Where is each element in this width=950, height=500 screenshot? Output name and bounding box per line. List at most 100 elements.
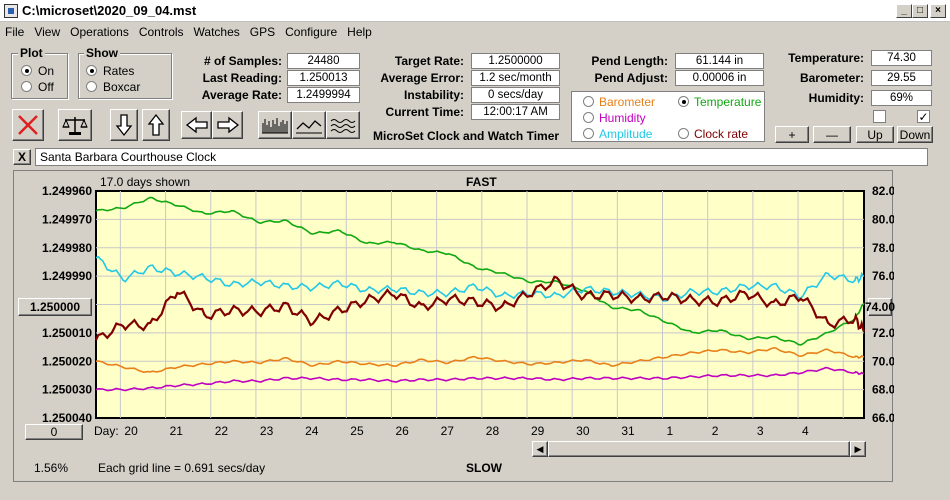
right-axis-tick: 70.00 — [872, 354, 894, 368]
show-boxcar-radio[interactable] — [86, 81, 97, 95]
option-checkbox-2[interactable]: ✓ — [917, 109, 930, 124]
decrease-button[interactable]: — — [813, 126, 851, 143]
series-line-barometer — [95, 347, 865, 374]
menu-bar: File View Operations Controls Watches GPS Conf… — [0, 22, 950, 42]
scroll-right-button[interactable] — [212, 111, 243, 139]
red-x-icon — [18, 115, 38, 135]
menu-watches[interactable]: Watches — [193, 25, 240, 39]
temperature-label: Temperature — [694, 95, 762, 109]
grid-note-label: Each grid line = 0.691 secs/day — [98, 461, 265, 475]
scroll-left-arrow[interactable]: ◀ — [532, 441, 548, 457]
increase-button[interactable]: + — [775, 126, 809, 143]
grid-lines — [96, 191, 864, 418]
watch-name-field[interactable]: Santa Barbara Courthouse Clock — [35, 148, 928, 166]
scroll-right-arrow[interactable]: ▶ — [850, 441, 866, 457]
menu-configure[interactable]: Configure — [285, 25, 338, 39]
minimize-button[interactable]: _ — [896, 4, 912, 18]
left-axis-tick: 1.250030 — [42, 383, 92, 397]
right-axis-tick: 68.00 — [872, 383, 894, 397]
arrow-left-icon — [185, 116, 208, 134]
humidity-radio[interactable] — [583, 112, 594, 126]
close-watch-button[interactable]: X — [13, 149, 31, 165]
menu-operations[interactable]: Operations — [70, 25, 129, 39]
left-axis-tick: 1.249970 — [42, 212, 92, 226]
day-tick: 2 — [712, 424, 719, 438]
scroll-up-button[interactable]: Up — [856, 126, 894, 143]
current-time-value: 12:00:17 AM — [471, 104, 560, 120]
close-window-button[interactable]: × — [930, 4, 946, 18]
day-tick: 24 — [305, 424, 319, 438]
show-group — [78, 53, 172, 99]
title-bar: C:\microset\2020_09_04.mst _ □ × — [0, 0, 950, 22]
instability-label: Instability: — [403, 88, 464, 102]
plot-on-radio[interactable] — [21, 65, 32, 79]
clock-rate-label: Clock rate — [694, 127, 749, 141]
arrow-down-icon — [115, 114, 133, 137]
plot-group-title: Plot — [18, 46, 45, 60]
barometer-reading-label: Barometer: — [799, 71, 864, 85]
maximize-button[interactable]: □ — [912, 4, 928, 18]
clock-rate-radio[interactable] — [678, 128, 689, 142]
amplitude-radio[interactable] — [583, 128, 594, 142]
line-chart-icon — [296, 120, 322, 134]
pend-length-value: 61.144 in — [675, 53, 764, 69]
day-tick: 28 — [486, 424, 500, 438]
humidity-reading-value: 69% — [871, 90, 932, 106]
day-tick: 27 — [441, 424, 455, 438]
scroll-down-button[interactable]: Down — [897, 126, 933, 143]
plot-off-radio[interactable] — [21, 81, 32, 95]
temperature-reading-value: 74.30 — [871, 50, 932, 66]
option-checkbox-1[interactable] — [873, 110, 886, 123]
menu-help[interactable]: Help — [347, 25, 372, 39]
barometer-reading-value: 29.55 — [871, 70, 932, 86]
day-tick: 1 — [667, 424, 674, 438]
last-reading-label: Last Reading: — [202, 71, 282, 85]
series-line-humidity — [95, 366, 865, 392]
wave-icon — [330, 119, 356, 133]
right-axis-tick: 82.00 — [872, 184, 894, 198]
barometer-label: Barometer — [599, 95, 656, 109]
scroll-left-button[interactable] — [181, 111, 212, 139]
left-axis-center-value[interactable]: 1.250000 — [18, 298, 92, 316]
barometer-radio[interactable] — [583, 96, 594, 110]
humidity-label: Humidity — [599, 111, 646, 125]
instability-value: 0 secs/day — [471, 87, 560, 103]
move-down-button[interactable] — [110, 109, 138, 141]
pend-adjust-label: Pend Adjust: — [594, 71, 668, 85]
clear-data-button[interactable] — [12, 109, 44, 141]
app-heading: MicroSet Clock and Watch Timer — [373, 129, 560, 143]
menu-file[interactable]: File — [5, 25, 25, 39]
plot-off-label: Off — [38, 80, 54, 94]
line-view-button[interactable] — [292, 111, 326, 139]
show-rates-radio[interactable] — [86, 65, 97, 79]
right-axis-center-value[interactable]: 74.00 — [864, 298, 896, 316]
days-shown-label: 17.0 days shown — [100, 175, 190, 189]
menu-view[interactable]: View — [34, 25, 61, 39]
app-icon — [4, 4, 18, 18]
menu-controls[interactable]: Controls — [138, 25, 184, 39]
menu-gps[interactable]: GPS — [249, 25, 276, 39]
temperature-radio[interactable] — [678, 96, 689, 110]
show-group-title: Show — [84, 46, 120, 60]
current-time-label: Current Time: — [385, 105, 464, 119]
day-tick: 20 — [124, 424, 138, 438]
offset-value-button[interactable]: 0 — [25, 424, 83, 440]
day-tick: 23 — [260, 424, 274, 438]
percent-label: 1.56% — [34, 461, 68, 475]
right-axis-tick: 78.00 — [872, 241, 894, 255]
balance-scale-icon — [62, 117, 88, 135]
move-up-button[interactable] — [142, 109, 170, 141]
balance-button[interactable] — [58, 109, 92, 141]
show-boxcar-label: Boxcar — [103, 80, 141, 94]
series-line-clock-rate — [95, 275, 866, 341]
scrollbar-thumb[interactable] — [548, 441, 850, 457]
last-reading-value: 1.250013 — [287, 70, 360, 86]
average-rate-value: 1.2499994 — [287, 87, 360, 103]
day-tick: 4 — [802, 424, 809, 438]
left-axis-tick: 1.249960 — [42, 184, 92, 198]
wave-view-button[interactable] — [326, 111, 360, 139]
right-axis-tick: 76.00 — [872, 269, 894, 283]
left-axis-tick: 1.250040 — [42, 411, 92, 425]
bar-view-button[interactable] — [258, 111, 292, 139]
bar-chart-icon — [262, 118, 288, 134]
